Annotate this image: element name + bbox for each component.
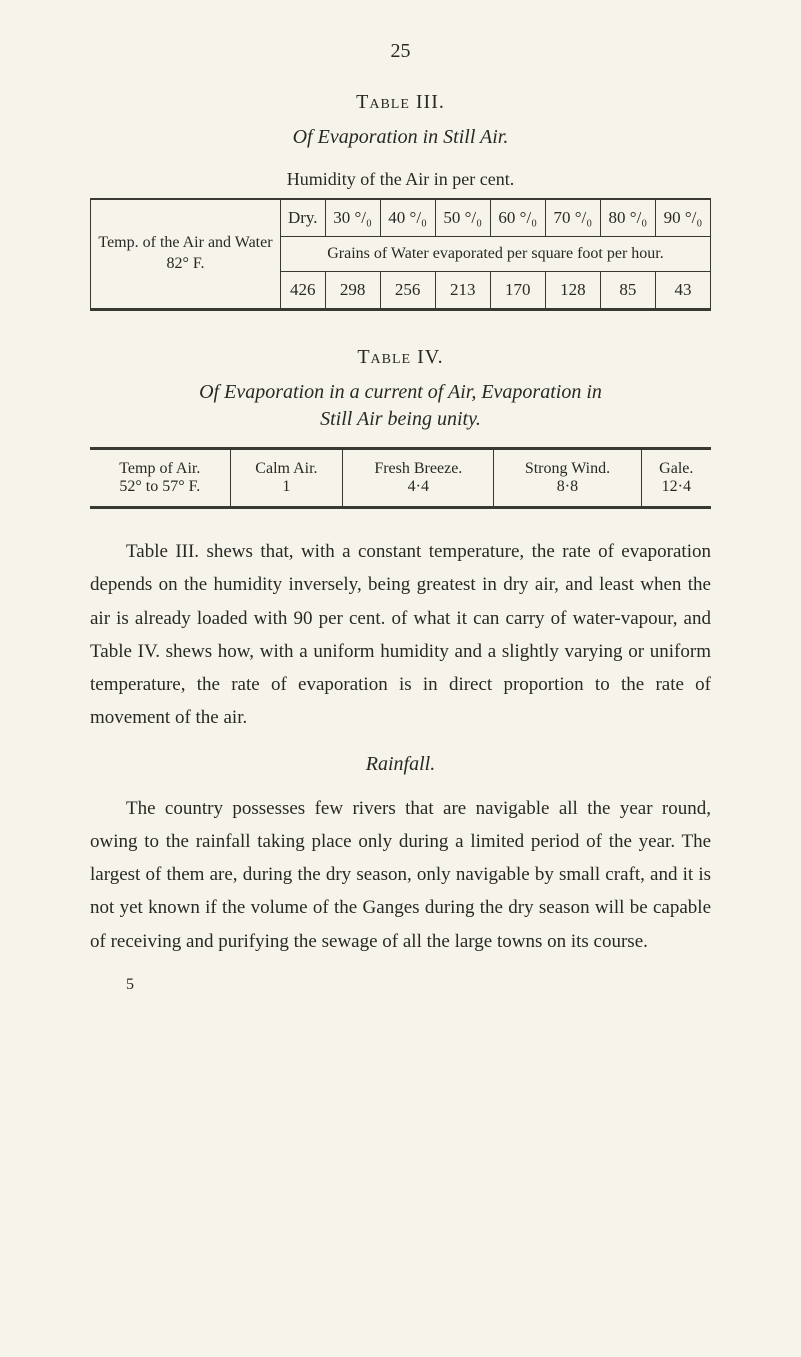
table3-data-cell: 298 — [325, 272, 380, 309]
table4-cell: Temp of Air. 52° to 57° F. — [90, 450, 230, 507]
rainfall-heading: Rainfall. — [90, 753, 711, 776]
signature-mark: 5 — [126, 976, 711, 994]
table3-data-cell: 170 — [490, 272, 545, 309]
table3-mid-row: Grains of Water evaporated per square fo… — [281, 237, 711, 272]
table3-head-cell: 70 °/₀ — [545, 199, 600, 237]
table3-caption: Humidity of the Air in per cent. — [90, 169, 711, 190]
table3-head-cell: Dry. — [281, 199, 326, 237]
table3-head-cell: 90 °/₀ — [655, 199, 710, 237]
table4: Temp of Air. 52° to 57° F. Calm Air. 1 F… — [90, 449, 711, 507]
table3-head-cell: 40 °/₀ — [380, 199, 435, 237]
table4-header: Temp of Air. — [96, 460, 224, 478]
table3-data-cell: 43 — [655, 272, 710, 309]
table4-cell: Gale. 12·4 — [641, 450, 711, 507]
table-row: Temp. of the Air and Water 82° F. Dry. 3… — [91, 199, 711, 237]
table4-value: 1 — [237, 478, 337, 496]
table3-data-cell: 213 — [435, 272, 490, 309]
table3-data-cell: 426 — [281, 272, 326, 309]
table-row: Temp of Air. 52° to 57° F. Calm Air. 1 F… — [90, 450, 711, 507]
table3-data-cell: 128 — [545, 272, 600, 309]
table3-head-cell: 50 °/₀ — [435, 199, 490, 237]
table3-data-cell: 256 — [380, 272, 435, 309]
table4-title-line2: Still Air being unity. — [90, 408, 711, 431]
table4-value: 4·4 — [349, 478, 487, 496]
table3-head-cell: 30 °/₀ — [325, 199, 380, 237]
table4-header: Fresh Breeze. — [349, 460, 487, 478]
table3-title: Of Evaporation in Still Air. — [90, 126, 711, 149]
page-number: 25 — [90, 40, 711, 63]
table4-title-line1: Of Evaporation in a current of Air, Evap… — [90, 381, 711, 404]
table4-value: 8·8 — [500, 478, 634, 496]
table3: Temp. of the Air and Water 82° F. Dry. 3… — [90, 198, 711, 309]
table4-cell: Calm Air. 1 — [230, 450, 343, 507]
paragraph-1: Table III. shews that, with a constant t… — [90, 535, 711, 735]
table4-header: Strong Wind. — [500, 460, 634, 478]
table3-head-cell: 60 °/₀ — [490, 199, 545, 237]
table4-header: Calm Air. — [237, 460, 337, 478]
table3-rowhead: Temp. of the Air and Water 82° F. — [91, 199, 281, 309]
table4-cell: Fresh Breeze. 4·4 — [343, 450, 494, 507]
paragraph-2: The country possesses few rivers that ar… — [90, 792, 711, 958]
table4-header: Gale. — [648, 460, 705, 478]
table4-value: 12·4 — [648, 478, 705, 496]
table4-value: 52° to 57° F. — [96, 478, 224, 496]
table3-label: Table III. — [90, 91, 711, 114]
table4-label: Table IV. — [90, 346, 711, 369]
table3-head-cell: 80 °/₀ — [600, 199, 655, 237]
table3-data-cell: 85 — [600, 272, 655, 309]
table4-cell: Strong Wind. 8·8 — [494, 450, 641, 507]
